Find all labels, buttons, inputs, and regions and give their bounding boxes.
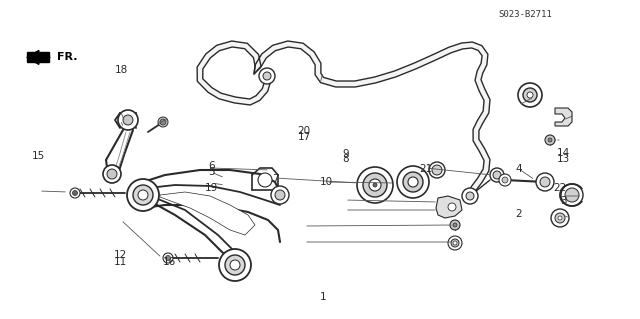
Circle shape (225, 255, 245, 275)
Text: 21: 21 (419, 164, 432, 174)
Circle shape (397, 166, 429, 198)
Text: 2: 2 (515, 209, 522, 219)
Circle shape (70, 188, 80, 198)
Circle shape (160, 119, 166, 125)
Text: 13: 13 (557, 154, 570, 165)
Circle shape (466, 192, 474, 200)
FancyArrow shape (27, 50, 49, 64)
Circle shape (230, 260, 240, 270)
Circle shape (133, 185, 153, 205)
Circle shape (363, 173, 387, 197)
Circle shape (373, 183, 377, 187)
Text: 4: 4 (515, 164, 522, 174)
Circle shape (499, 174, 511, 186)
Circle shape (357, 167, 393, 203)
Text: 7: 7 (272, 174, 278, 184)
Circle shape (107, 169, 117, 179)
Text: 9: 9 (342, 149, 349, 159)
Circle shape (219, 249, 251, 281)
Circle shape (502, 177, 508, 183)
Circle shape (432, 165, 442, 175)
Polygon shape (197, 41, 490, 197)
Circle shape (527, 92, 533, 98)
Circle shape (565, 188, 579, 202)
Circle shape (403, 172, 423, 192)
Circle shape (127, 179, 159, 211)
Text: 3: 3 (560, 196, 566, 206)
Text: 19: 19 (205, 183, 218, 193)
Text: S023-B2711: S023-B2711 (498, 10, 552, 19)
Circle shape (166, 256, 170, 261)
Circle shape (555, 213, 565, 223)
Circle shape (450, 220, 460, 230)
Circle shape (462, 188, 478, 204)
Circle shape (561, 184, 583, 206)
Circle shape (523, 88, 537, 102)
Circle shape (536, 173, 554, 191)
Text: FR.: FR. (57, 52, 77, 63)
Circle shape (448, 236, 462, 250)
Circle shape (138, 190, 148, 200)
Polygon shape (436, 196, 462, 218)
Text: 22: 22 (554, 183, 566, 193)
Text: 6: 6 (208, 161, 214, 171)
Circle shape (490, 168, 504, 182)
Text: 16: 16 (163, 256, 176, 267)
Circle shape (258, 173, 272, 187)
Circle shape (72, 190, 77, 196)
Text: 15: 15 (32, 151, 45, 161)
Polygon shape (27, 52, 49, 63)
Circle shape (118, 110, 138, 130)
Circle shape (448, 203, 456, 211)
Circle shape (408, 177, 418, 187)
Text: 10: 10 (320, 177, 333, 187)
Circle shape (548, 138, 552, 142)
Circle shape (163, 253, 173, 263)
Circle shape (369, 179, 381, 191)
Circle shape (275, 190, 285, 200)
Circle shape (540, 177, 550, 187)
Circle shape (453, 241, 457, 245)
Text: 8: 8 (342, 154, 349, 165)
Text: 5: 5 (208, 167, 214, 177)
Circle shape (451, 239, 459, 247)
Text: 17: 17 (298, 132, 310, 142)
Circle shape (123, 115, 133, 125)
Circle shape (271, 186, 289, 204)
Circle shape (493, 171, 501, 179)
Circle shape (558, 216, 562, 220)
Text: 1: 1 (320, 292, 326, 302)
Circle shape (429, 162, 445, 178)
Text: 12: 12 (114, 250, 127, 260)
Circle shape (103, 165, 121, 183)
Circle shape (453, 223, 457, 227)
Circle shape (259, 68, 275, 84)
Text: 18: 18 (115, 65, 128, 75)
Text: 14: 14 (557, 148, 570, 158)
Circle shape (551, 209, 569, 227)
Text: 11: 11 (114, 256, 127, 267)
Circle shape (545, 135, 555, 145)
Polygon shape (160, 192, 255, 235)
Circle shape (518, 83, 542, 107)
Polygon shape (555, 108, 572, 126)
Circle shape (158, 117, 168, 127)
Text: 20: 20 (298, 126, 310, 136)
Circle shape (263, 72, 271, 80)
